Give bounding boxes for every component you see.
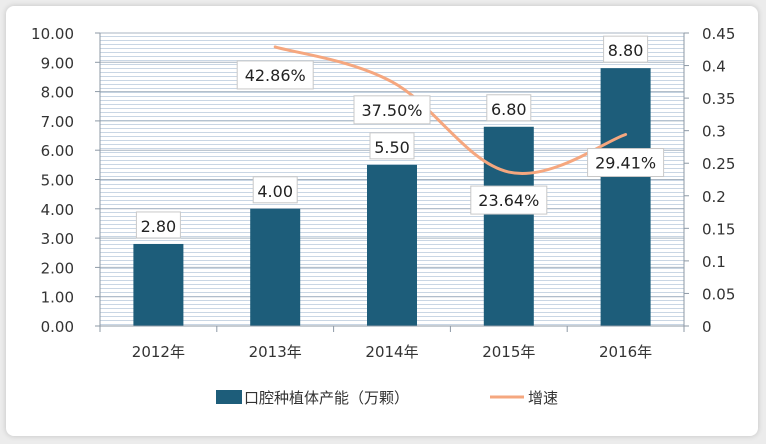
- y-tick-label-right: 0.35: [702, 90, 735, 108]
- line-data-label: 37.50%: [361, 101, 422, 120]
- y-tick-label-right: 0.1: [702, 253, 726, 271]
- line-series: [273, 45, 628, 175]
- y-tick-label-right: 0.3: [702, 123, 726, 141]
- line-label-box: [236, 60, 314, 90]
- legend-line-label: 增速: [528, 389, 558, 407]
- x-tick-label: 2013年: [249, 343, 302, 361]
- y-axis-right: 0 0.05 0.1 0.15 0.2 0.25 0.3 0.35 0.4 0.45: [683, 25, 735, 336]
- x-axis: 2012年 2013年 2014年 2015年 2016年: [99, 325, 685, 361]
- y-tick-label-left: 8.00: [41, 84, 74, 102]
- bar-data-label: 4.00: [257, 182, 293, 201]
- y-tick-label-left: 9.00: [41, 54, 74, 72]
- y-tick-label-right: 0.15: [702, 220, 735, 238]
- line-data-labels: 42.86% 37.50% 23.64% 29.41%: [236, 60, 665, 215]
- line-data-label: 29.41%: [595, 154, 656, 173]
- y-tick-label-left: 0.00: [41, 318, 74, 336]
- bar-label-box: [369, 132, 415, 160]
- bar-label-box: [135, 211, 181, 239]
- bar-data-label: 6.80: [491, 100, 527, 119]
- x-tick-label: 2014年: [365, 343, 418, 361]
- line-label-box: [587, 148, 665, 178]
- x-tick-label: 2016年: [599, 343, 652, 361]
- bar-label-box: [486, 94, 532, 122]
- y-tick-label-left: 4.00: [41, 201, 74, 219]
- y-tick-label-left: 5.00: [41, 172, 74, 190]
- line-label-box: [353, 95, 431, 125]
- bar-data-label: 5.50: [374, 138, 410, 157]
- line-label-box: [470, 185, 548, 215]
- bar: [600, 68, 651, 326]
- y-tick-label-left: 3.00: [41, 230, 74, 248]
- x-tick-label: 2012年: [132, 343, 185, 361]
- y-tick-label-right: 0: [702, 318, 712, 336]
- bar: [133, 243, 184, 326]
- y-tick-label-right: 0.2: [702, 188, 726, 206]
- bar-data-labels: 2.80 4.00 5.50 6.80 8.80: [135, 35, 649, 239]
- bar-data-label: 8.80: [608, 41, 644, 60]
- y-tick-label-right: 0.45: [702, 25, 735, 43]
- bar-data-label: 2.80: [141, 217, 177, 236]
- y-tick-label-right: 0.05: [702, 285, 735, 303]
- x-tick-label: 2015年: [482, 343, 535, 361]
- y-tick-label-left: 2.00: [41, 259, 74, 277]
- bar: [367, 164, 417, 326]
- y-axis-left: 0.00 1.00 2.00 3.00 4.00 5.00 6.00 7.00 8.00 9.00…: [31, 25, 101, 336]
- line-data-label: 42.86%: [245, 66, 306, 85]
- y-tick-label-left: 1.00: [41, 289, 74, 307]
- bar: [250, 208, 301, 326]
- y-tick-label-left: 7.00: [41, 113, 74, 131]
- bar: [483, 126, 534, 326]
- y-tick-label-right: 0.25: [702, 155, 735, 173]
- bar-label-box: [603, 35, 649, 63]
- bar-series: [133, 68, 651, 326]
- y-tick-label-left: 10.00: [31, 25, 74, 43]
- bar-label-box: [252, 176, 298, 204]
- growth-line: [273, 45, 628, 175]
- legend: 口腔种植体产能（万颗） 增速: [216, 389, 558, 407]
- y-tick-label-right: 0.4: [702, 58, 726, 76]
- legend-bar-label: 口腔种植体产能（万颗）: [244, 389, 409, 407]
- line-data-label: 23.64%: [478, 191, 539, 210]
- legend-bar-swatch: [216, 390, 242, 404]
- y-tick-label-left: 6.00: [41, 142, 74, 160]
